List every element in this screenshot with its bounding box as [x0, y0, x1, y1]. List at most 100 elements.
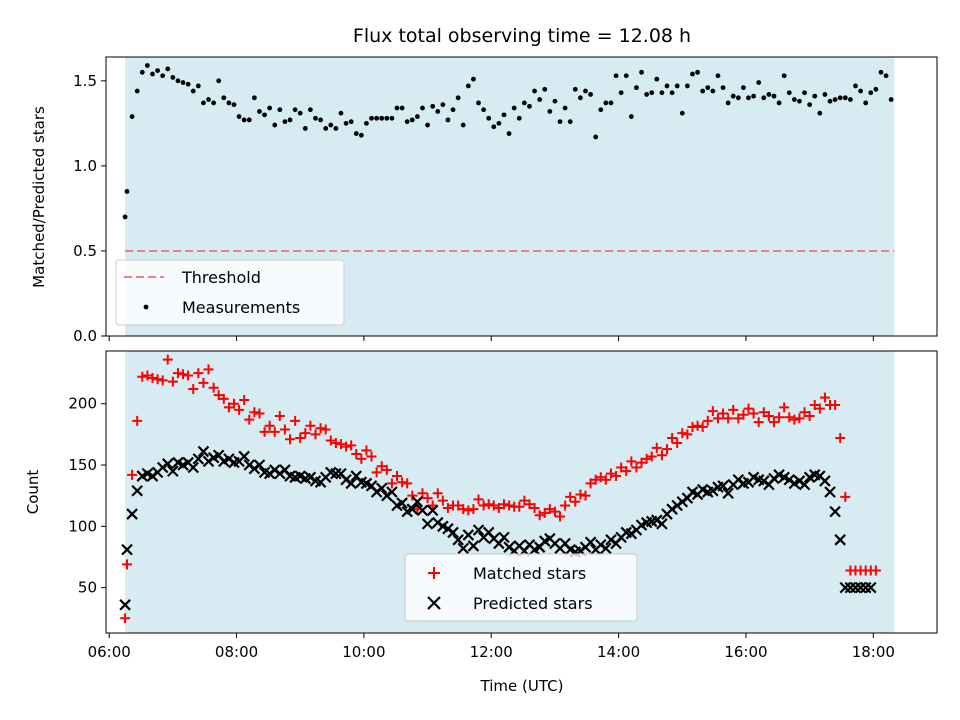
measurement-point	[221, 95, 227, 101]
chart-title: Flux total observing time = 12.08 h	[353, 25, 691, 47]
matched-star-point	[127, 469, 138, 480]
matched-star-point	[580, 490, 591, 501]
measurement-point	[150, 71, 155, 77]
predicted-star-point	[411, 496, 424, 508]
predicted-star-point	[824, 486, 836, 498]
measurement-point	[511, 105, 517, 111]
matched-star-point	[733, 413, 744, 424]
matched-star-point	[840, 491, 851, 502]
matched-star-point	[295, 433, 306, 444]
bottom-y-tick-label: 50	[78, 579, 97, 597]
matched-star-point	[249, 407, 260, 418]
measurement-point	[358, 132, 364, 138]
matched-star-point	[330, 437, 341, 448]
predicted-star-point	[854, 581, 867, 594]
matched-star-point	[188, 384, 199, 395]
matched-star-point	[120, 613, 131, 624]
measurement-point	[302, 126, 308, 131]
matched-star-point	[325, 435, 336, 446]
bottom-y-tick-label: 200	[68, 395, 97, 413]
predicted-star-point	[839, 581, 852, 594]
measurement-point	[812, 93, 818, 99]
measurement-point	[771, 93, 777, 99]
matched-star-point	[315, 423, 326, 434]
measurement-point	[664, 83, 670, 89]
measurement-point	[241, 117, 247, 123]
measurement-point	[791, 97, 797, 102]
measurement-point	[262, 112, 267, 118]
measurement-point	[756, 80, 762, 85]
matched-star-point	[799, 407, 810, 418]
measurement-point	[883, 73, 889, 79]
measurement-point	[144, 63, 150, 68]
measurement-point	[858, 88, 863, 94]
matched-star-point	[702, 415, 713, 426]
measurement-point	[644, 92, 650, 97]
measurement-point	[414, 114, 420, 119]
measurement-point	[847, 97, 853, 102]
matched-star-point	[493, 502, 504, 513]
matched-star-point	[402, 478, 413, 489]
measurement-point	[333, 126, 339, 131]
measurement-point	[598, 107, 604, 113]
measurement-point	[618, 90, 624, 96]
matched-star-point	[830, 399, 841, 410]
matched-star-point	[341, 441, 352, 452]
measurement-point	[695, 69, 700, 75]
legend-predicted-label: Predicted stars	[473, 594, 593, 613]
measurement-point	[557, 119, 563, 125]
measurement-point	[817, 110, 823, 116]
measurement-point	[583, 88, 588, 94]
matched-star-point	[386, 478, 397, 489]
measurement-point	[257, 109, 262, 114]
matched-star-point	[468, 504, 479, 515]
bottom-legend-box	[404, 553, 638, 622]
predicted-star-point	[406, 503, 419, 515]
measurement-point	[369, 115, 374, 121]
measurement-point	[634, 85, 639, 91]
top-y-tick-label: 1.0	[73, 157, 97, 175]
measurement-point	[313, 115, 318, 121]
matched-star-point	[835, 433, 846, 444]
x-tick-label: 10:00	[342, 643, 385, 661]
matched-star-point	[285, 434, 296, 445]
matched-star-point	[453, 500, 464, 511]
matched-star-point	[254, 408, 265, 419]
predicted-star-point	[375, 482, 388, 495]
matched-star-point	[544, 504, 555, 515]
measurement-point	[837, 95, 843, 101]
measurement-point	[282, 119, 288, 125]
predicted-star-point	[131, 484, 143, 497]
matched-star-point	[595, 472, 606, 483]
matched-star-point	[218, 393, 229, 404]
matched-star-point	[463, 505, 474, 516]
x-tick-label: 14:00	[597, 643, 640, 661]
matched-star-point	[565, 491, 576, 502]
measurement-point	[175, 78, 181, 84]
measurement-point	[572, 86, 578, 92]
measurement-point	[562, 105, 568, 111]
measurement-point	[506, 131, 512, 136]
legend-measurements-swatch	[143, 304, 149, 310]
bottom-y-tick-label: 150	[68, 456, 97, 474]
measurement-point	[669, 90, 675, 96]
matched-star-point	[712, 413, 723, 424]
predicted-star-point	[849, 581, 862, 594]
measurement-point	[766, 92, 772, 97]
matched-star-point	[697, 422, 708, 433]
matched-star-point	[555, 511, 566, 522]
legend-matched-label: Matched stars	[473, 564, 586, 583]
measurement-point	[226, 100, 232, 106]
measurement-point	[878, 69, 884, 75]
matched-star-point	[137, 371, 148, 382]
predicted-star-point	[238, 450, 250, 463]
matched-star-point	[656, 450, 667, 461]
legend-measurements-label: Measurements	[182, 298, 300, 317]
measurement-point	[690, 71, 695, 77]
predicted-star-point	[447, 526, 459, 539]
measurement-point	[516, 115, 522, 121]
legend-threshold-label: Threshold	[181, 268, 261, 287]
matched-star-point	[223, 402, 234, 413]
measurement-point	[374, 115, 380, 121]
measurement-point	[705, 85, 711, 91]
